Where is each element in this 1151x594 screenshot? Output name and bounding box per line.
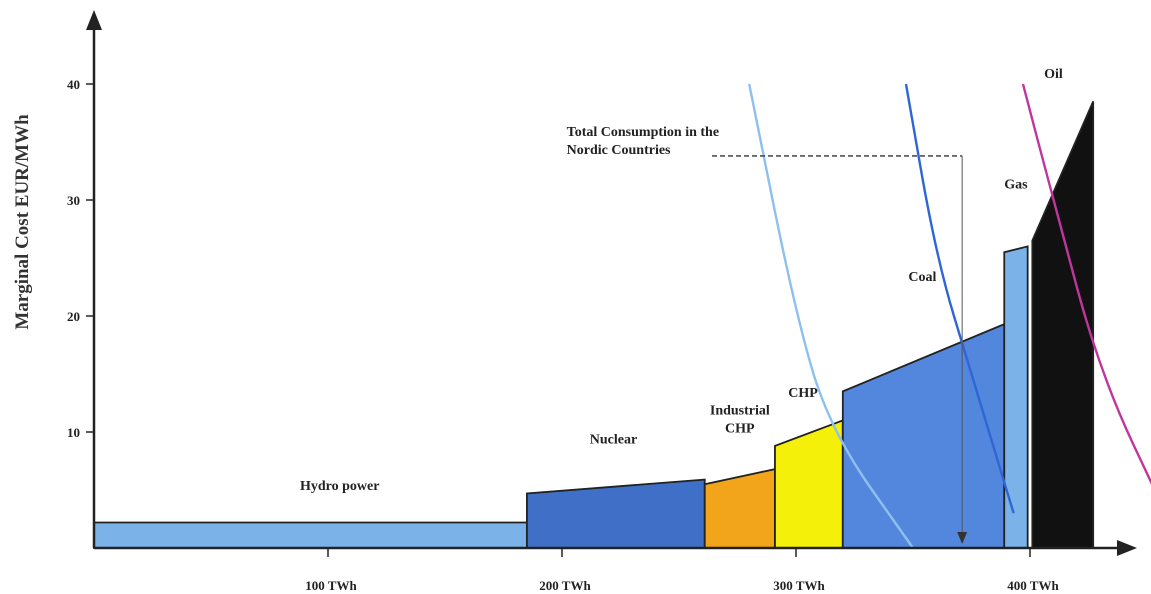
- block-industrial-chp: [703, 468, 776, 549]
- labels: Hydro power Nuclear Industrial CHP CHP Coal Ga…: [300, 67, 1063, 494]
- y-tick-label: 20: [67, 309, 80, 324]
- label-oil: Oil: [1044, 67, 1063, 82]
- axes: [86, 10, 1137, 556]
- label-nuclear: Nuclear: [590, 433, 637, 448]
- x-tick-label: 300 TWh: [773, 578, 825, 593]
- total-consumption-label: Total Consumption in the Nordic Countries: [567, 125, 719, 158]
- block-gas: [1003, 245, 1029, 549]
- demand-curve-magenta: [1021, 83, 1151, 485]
- consumption-arrow: [957, 532, 968, 544]
- x-tick-label: 400 TWh: [1007, 578, 1059, 593]
- y-tick-label: 40: [67, 77, 80, 92]
- y-tick-label: 30: [67, 193, 80, 208]
- label-coal: Coal: [908, 270, 936, 285]
- demand-curve-light-blue: [748, 83, 914, 549]
- label-gas: Gas: [1004, 177, 1028, 192]
- block-hydro-power: [93, 521, 528, 549]
- supply-blocks: [93, 101, 1095, 549]
- label-industrial-chp: Industrial CHP: [710, 404, 770, 437]
- x-axis-arrow: [1117, 540, 1137, 556]
- block-coal: [841, 322, 1006, 549]
- label-chp: CHP: [788, 386, 818, 401]
- block-oil: [1031, 101, 1095, 549]
- x-tick-label: 100 TWh: [305, 578, 357, 593]
- y-tick-label: 10: [67, 425, 80, 440]
- block-chp: [774, 419, 844, 549]
- demand-curves: [748, 83, 1151, 549]
- block-nuclear: [526, 478, 706, 549]
- label-hydro-power: Hydro power: [300, 479, 379, 494]
- axis-ticks: 10 20 30 40 100 TWh 200 TWh 300 TWh 400 TWh: [67, 77, 1059, 593]
- y-axis-arrow: [86, 10, 102, 30]
- y-axis-label: Marginal Cost EUR/MWh: [12, 114, 33, 330]
- total-consumption-marker: [712, 155, 968, 544]
- x-tick-label: 200 TWh: [539, 578, 591, 593]
- demand-curve-blue: [904, 83, 1015, 514]
